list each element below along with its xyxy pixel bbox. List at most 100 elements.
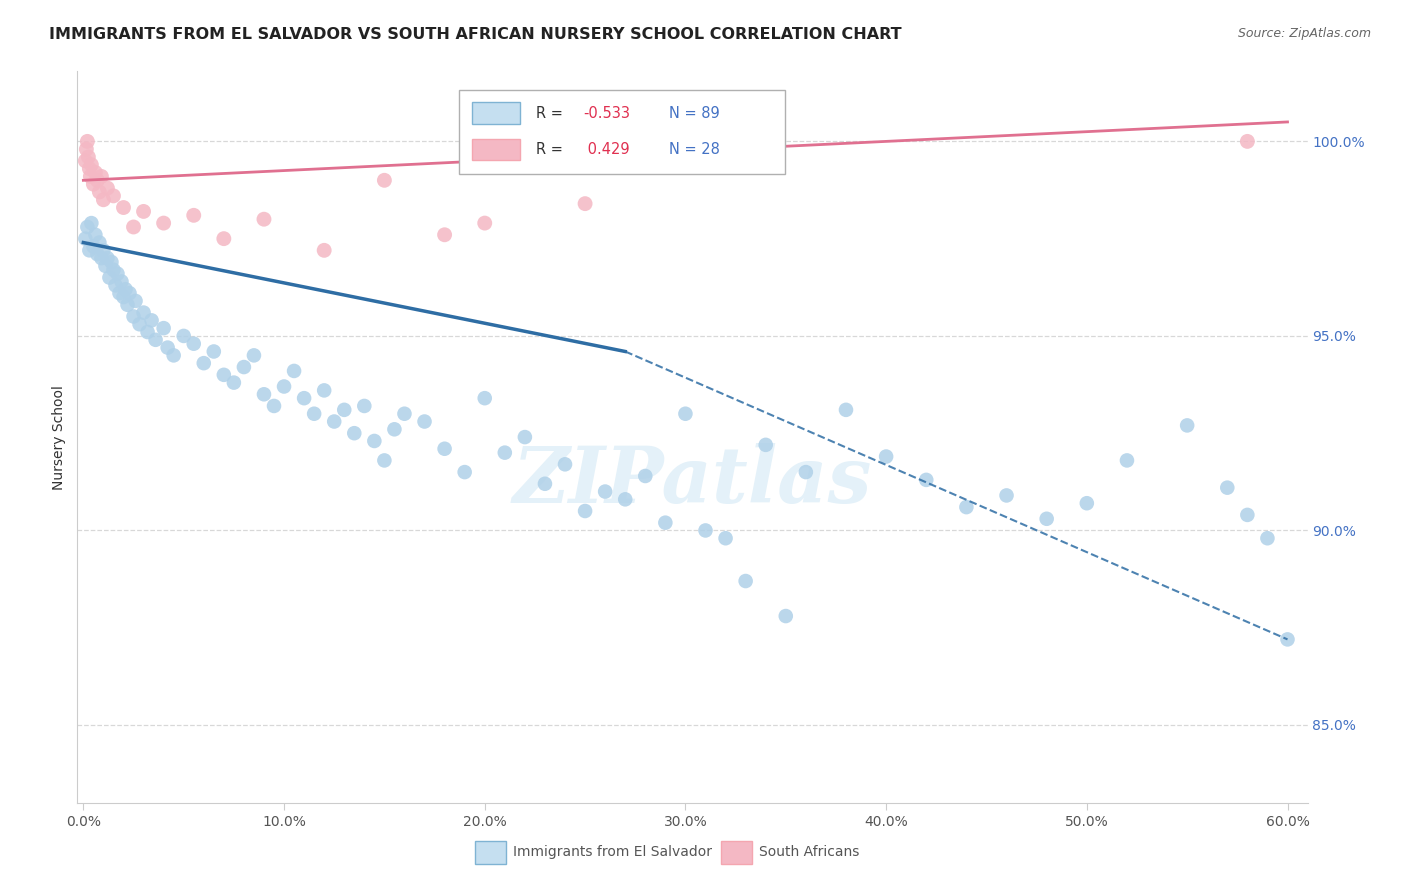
Point xyxy=(118,286,141,301)
Point xyxy=(775,609,797,624)
Point xyxy=(222,376,245,390)
Point xyxy=(80,158,103,172)
Point xyxy=(323,415,346,429)
Point xyxy=(574,196,596,211)
Point xyxy=(714,531,737,545)
Point xyxy=(90,169,112,184)
Point xyxy=(75,142,97,156)
Point xyxy=(554,458,576,472)
Point xyxy=(695,524,717,538)
Point xyxy=(995,488,1018,502)
Point xyxy=(93,193,115,207)
Point xyxy=(494,445,516,459)
Point xyxy=(90,251,112,265)
Point xyxy=(122,219,145,234)
Point xyxy=(433,442,456,456)
Point xyxy=(98,270,121,285)
Point xyxy=(513,430,536,444)
Point xyxy=(79,244,101,258)
Point xyxy=(112,290,135,304)
Point xyxy=(433,227,456,242)
Point xyxy=(112,201,135,215)
Point xyxy=(1076,496,1098,510)
Point xyxy=(114,282,136,296)
Point xyxy=(156,341,179,355)
Point xyxy=(96,251,118,265)
Point xyxy=(353,399,375,413)
Point xyxy=(193,356,215,370)
Point xyxy=(474,216,496,230)
Point xyxy=(302,407,325,421)
Point xyxy=(152,216,174,230)
Point xyxy=(373,173,395,187)
Point xyxy=(1035,512,1057,526)
Point xyxy=(145,333,167,347)
Point xyxy=(394,407,416,421)
Point xyxy=(1175,418,1198,433)
Text: R =: R = xyxy=(536,142,568,157)
Text: N = 89: N = 89 xyxy=(669,105,720,120)
Point xyxy=(89,185,111,199)
Point xyxy=(136,325,159,339)
Point xyxy=(253,387,276,401)
Text: Immigrants from El Salvador: Immigrants from El Salvador xyxy=(513,845,713,859)
Point xyxy=(212,232,235,246)
Text: ZIPatlas: ZIPatlas xyxy=(513,442,872,519)
Point xyxy=(86,173,108,187)
Point xyxy=(593,484,616,499)
Point xyxy=(1277,632,1299,647)
Point xyxy=(79,169,101,184)
Point xyxy=(110,275,132,289)
Text: N = 28: N = 28 xyxy=(669,142,720,157)
Point xyxy=(835,402,858,417)
Point xyxy=(363,434,385,448)
Point xyxy=(915,473,938,487)
Point xyxy=(794,465,817,479)
Point xyxy=(343,426,366,441)
Point xyxy=(373,453,395,467)
Point xyxy=(212,368,235,382)
Point xyxy=(534,476,557,491)
Point xyxy=(84,165,107,179)
Point xyxy=(243,348,266,362)
Point xyxy=(82,239,104,253)
Point xyxy=(75,232,97,246)
Point xyxy=(574,504,596,518)
Point xyxy=(108,286,131,301)
Point xyxy=(314,244,336,258)
Point xyxy=(75,153,97,168)
Point xyxy=(117,298,139,312)
Point xyxy=(103,262,125,277)
Point xyxy=(82,177,104,191)
Point xyxy=(232,359,254,374)
Point xyxy=(453,465,475,479)
FancyBboxPatch shape xyxy=(472,103,520,124)
Point xyxy=(128,318,150,332)
Point xyxy=(163,348,186,362)
Text: South Africans: South Africans xyxy=(759,845,859,859)
Text: R =: R = xyxy=(536,105,568,120)
Point xyxy=(93,244,115,258)
Point xyxy=(314,384,336,398)
Point xyxy=(955,500,977,515)
Point xyxy=(292,391,315,405)
Point xyxy=(132,305,155,319)
Point xyxy=(77,150,100,164)
Point xyxy=(283,364,305,378)
Point xyxy=(79,161,101,176)
Point xyxy=(413,415,436,429)
Point xyxy=(734,574,756,588)
Point xyxy=(1236,135,1258,149)
Point xyxy=(1116,453,1139,467)
Point xyxy=(80,216,103,230)
Point xyxy=(94,259,117,273)
Point xyxy=(122,310,145,324)
Y-axis label: Nursery School: Nursery School xyxy=(52,384,66,490)
Point xyxy=(100,255,122,269)
Point xyxy=(173,329,195,343)
Point xyxy=(76,219,98,234)
Point xyxy=(141,313,163,327)
Text: 0.429: 0.429 xyxy=(583,142,630,157)
Point xyxy=(755,438,778,452)
Text: IMMIGRANTS FROM EL SALVADOR VS SOUTH AFRICAN NURSERY SCHOOL CORRELATION CHART: IMMIGRANTS FROM EL SALVADOR VS SOUTH AFR… xyxy=(49,27,901,42)
